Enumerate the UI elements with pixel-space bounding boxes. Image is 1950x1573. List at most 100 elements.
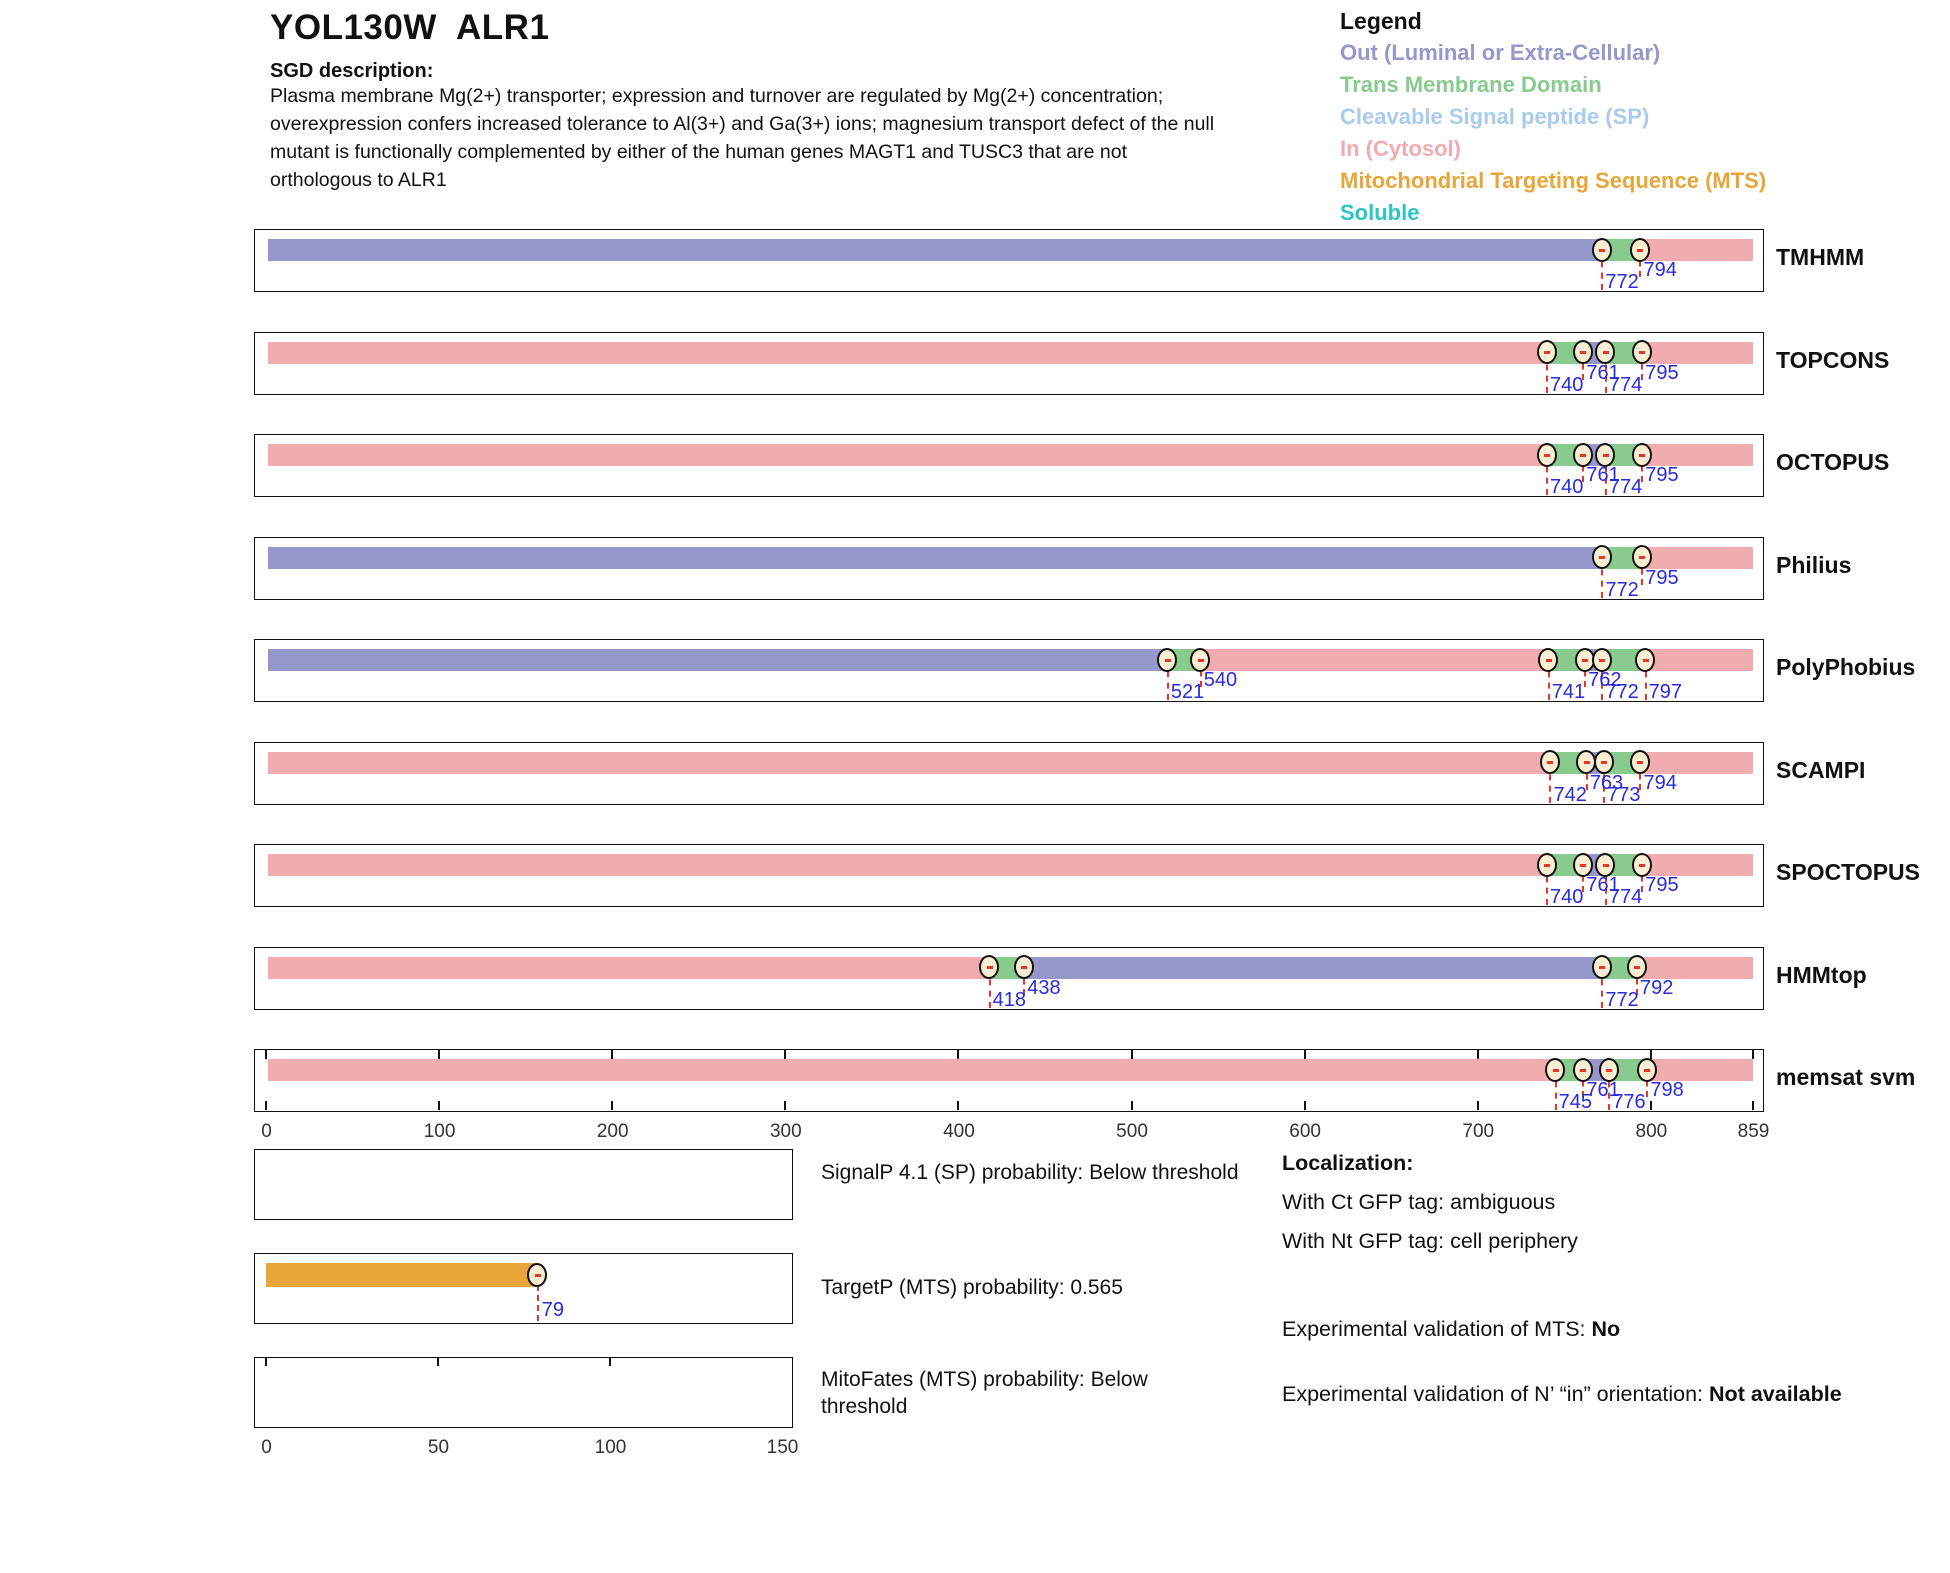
boundary-label: 795	[1645, 361, 1679, 384]
orientation-validation-value: Not available	[1709, 1382, 1842, 1406]
boundary-line	[1584, 660, 1587, 687]
sub-axis-tick-label: 50	[427, 1437, 450, 1458]
segment-in	[1640, 751, 1753, 774]
boundary-marker-dash	[1639, 351, 1646, 354]
boundary-line	[1641, 455, 1644, 482]
axis-tick	[1303, 1050, 1306, 1059]
segment-in	[1642, 444, 1753, 466]
axis-tick	[1752, 1100, 1754, 1110]
boundary-marker-dash	[1602, 351, 1609, 354]
boundary-marker-dash	[1642, 658, 1649, 662]
track-label-philius: Philius	[1776, 551, 1852, 578]
segment-out	[1024, 956, 1603, 979]
boundary-line	[1547, 660, 1550, 700]
boundary-marker-dash	[1637, 248, 1644, 252]
signalp-caption: SignalP 4.1 (SP) probability: Below thre…	[821, 1161, 1239, 1184]
track-label-hmmtop: HMMtop	[1776, 961, 1867, 988]
axis-tick	[1476, 1100, 1479, 1110]
orientation-validation-label: Experimental validation of N’ “in” orien…	[1282, 1382, 1710, 1406]
track-box-hmmtop: 418 438 772 792	[254, 946, 1764, 1011]
segment-in	[267, 341, 1547, 364]
boundary-marker-dash	[1583, 761, 1590, 764]
axis-tick	[611, 1050, 614, 1059]
boundary-line	[1546, 455, 1548, 495]
boundary-line	[1601, 660, 1604, 700]
boundary-label: 761	[1586, 464, 1620, 486]
segment-in	[1200, 649, 1549, 671]
boundary-label: 521	[1170, 681, 1205, 703]
track-label-spoctopus: SPOCTOPUS	[1776, 859, 1920, 885]
boundary-marker-dash	[1544, 351, 1550, 354]
boundary-label: 773	[1607, 783, 1641, 806]
mts-validation-line: Experimental validation of MTS: No	[1282, 1317, 1620, 1342]
boundary-line	[1585, 762, 1588, 790]
segment-in	[267, 1059, 1556, 1081]
axis-tick-label: 400	[943, 1121, 975, 1142]
axis-tick-label: 800	[1635, 1121, 1668, 1142]
axis-tick-label: 859	[1737, 1121, 1770, 1142]
legend-items: Out (Luminal or Extra-Cellular) Trans Mem…	[1340, 37, 1766, 229]
boundary-label: 776	[1612, 1091, 1646, 1113]
boundary-line	[1646, 1070, 1649, 1097]
axis-tick	[438, 1050, 441, 1059]
segment-in	[1637, 956, 1753, 979]
localization-ct-gfp: With Ct GFP tag: ambiguous	[1282, 1190, 1556, 1214]
mts-validation-value: No	[1591, 1317, 1621, 1341]
axis-tick	[1130, 1100, 1133, 1110]
legend-item-mitochondrial: Mitochondrial Targeting Sequence (MTS)	[1340, 168, 1767, 193]
axis-tick-label: 700	[1462, 1121, 1495, 1142]
boundary-marker-dash	[1545, 658, 1552, 662]
sgd-description-text: Plasma membrane Mg(2+) transporter; expr…	[270, 85, 1215, 191]
mitofates-caption: MitoFates (MTS) probability: Below thres…	[821, 1368, 1148, 1418]
sub-axis-tick-label: 0	[261, 1437, 272, 1458]
boundary-label: 540	[1203, 669, 1238, 691]
boundary-line	[1023, 967, 1026, 995]
boundary-line	[1604, 352, 1607, 393]
boundary-line	[1601, 557, 1604, 598]
axis-tick	[611, 1100, 614, 1110]
boundary-line	[1582, 455, 1585, 482]
boundary-label: 745	[1558, 1091, 1593, 1113]
boundary-line	[1582, 1070, 1585, 1097]
boundary-line	[1546, 865, 1548, 905]
legend: Legend Out (Luminal or Extra-Cellular) Tr…	[1340, 5, 1766, 229]
boundary-label: 762	[1588, 669, 1622, 691]
boundary-marker-dash	[1634, 966, 1641, 969]
boundary-label: 772	[1605, 988, 1639, 1011]
legend-item-cleavable: Cleavable Signal peptide (SP)	[1340, 104, 1650, 129]
boundary-line	[536, 1275, 539, 1321]
axis-tick-label: 600	[1289, 1121, 1321, 1142]
segment-tm	[1602, 649, 1646, 671]
boundary-marker-dash	[986, 966, 993, 969]
boundary-label: 761	[1586, 1079, 1620, 1101]
legend-item-trans: Trans Membrane Domain	[1340, 72, 1602, 97]
segment-in	[267, 956, 990, 979]
axis-tick	[784, 1050, 787, 1059]
boundary-label: 438	[1027, 976, 1061, 999]
boundary-label: 774	[1608, 373, 1643, 396]
boundary-label: 794	[1643, 259, 1677, 281]
boundary-label: 795	[1645, 874, 1679, 896]
boundary-marker-dash	[534, 1273, 541, 1277]
boundary-label: 418	[992, 988, 1026, 1011]
boundary-line	[1549, 762, 1552, 803]
boundary-marker-dash	[1637, 761, 1644, 764]
boundary-marker-dash	[1580, 1068, 1587, 1072]
axis-tick	[1130, 1050, 1133, 1059]
boundary-marker-dash	[1552, 1068, 1559, 1072]
boundary-marker-dash	[1580, 453, 1587, 457]
boundary-marker-dash	[1644, 1068, 1651, 1072]
boundary-marker-dash	[1164, 658, 1171, 662]
axis-tick	[437, 1358, 439, 1366]
boundary-label: 742	[1553, 783, 1587, 806]
track-box-tmhmm: 772 794	[254, 229, 1764, 293]
axis-tick	[1476, 1050, 1479, 1059]
orientation-validation-line: Experimental validation of N’ “in” orien…	[1282, 1377, 1857, 1411]
segment-in	[1642, 341, 1753, 364]
boundary-label: 797	[1648, 681, 1683, 703]
boundary-marker-dash	[1580, 351, 1587, 354]
segment-out	[267, 239, 1603, 261]
boundary-label: 772	[1605, 271, 1639, 293]
segment-in	[1645, 649, 1753, 671]
